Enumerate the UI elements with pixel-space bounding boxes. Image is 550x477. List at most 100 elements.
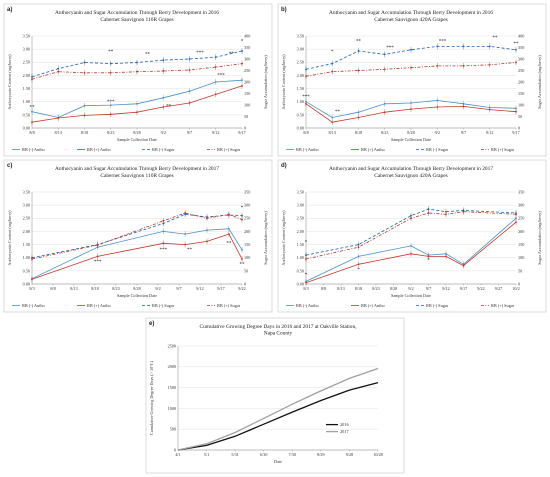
y-tick-label: 3.00 [297,203,304,208]
y-tick-label: 1.00 [297,99,304,104]
x-tick-label: 9/12 [196,286,203,291]
y-tick-label: 3.50 [297,33,304,38]
x-tick-label: 9/17 [512,130,519,135]
significance-marker: *** [217,74,225,79]
y-tick-label: 1.50 [297,242,304,247]
significance-marker: ** [145,53,151,58]
significance-marker: ** [30,105,36,110]
x-tick-label: 9/7 [187,130,192,135]
y2-tick-label: 0 [518,281,520,286]
y2-tick-label: 50 [244,114,248,119]
panel-b: b) Anthocyanin and Sugar Accumulation Thr… [277,3,547,157]
x-tick-label: 9/27 [495,286,502,291]
y2-axis-title: Sugar Accumulation (mg/berry) [263,55,268,109]
x-axis-title: Sample Collection Date [117,137,157,142]
series-line-1 [177,367,379,451]
y-tick-label: 0.50 [297,112,304,117]
x-tick-label: 9/28 [346,452,353,457]
panel-a: a) Anthocyanin and Sugar Accumulation Thr… [3,3,273,157]
y2-tick-label: 100 [518,255,524,260]
significance-marker: *** [94,260,102,265]
chart-subtitle: Cabernet Sauvignon 420A Grapes [374,17,448,23]
significance-marker: ** [335,110,341,115]
y-tick-label: 2.00 [297,73,304,78]
x-tick-label: 9/7 [461,130,466,135]
legend-label: RB (-) Sugar [152,147,175,152]
x-tick-label: 9/22 [477,286,484,291]
panel-d: d) Anthocyanin and Sugar Accumulation Thr… [277,159,547,313]
x-tick-label: 8/13 [55,130,62,135]
significance-marker: * [305,273,308,278]
x-tick-label: 4/1 [175,452,180,457]
legend-label: RB (+) Sugar [491,147,515,152]
significance-marker: * [241,206,244,211]
significance-marker: ** [356,40,362,45]
y-tick-label: 2.50 [297,216,304,221]
chart-title-line: Napa County [264,331,293,337]
x-tick-label: 8/28 [390,286,397,291]
y-tick-label: 0.00 [23,281,30,286]
x-tick-label: 8/23 [372,286,379,291]
y-tick-label: 2.00 [297,229,304,234]
x-tick-label: 9/22 [238,286,245,291]
y2-tick-label: 200 [244,229,250,234]
y-tick-label: 0.00 [297,125,304,130]
significance-marker: ** [240,263,246,268]
x-tick-label: 9/7 [176,286,181,291]
chart-title: Cumulative Growing Degree Days in 2016 a… [199,324,357,337]
y2-tick-label: 400 [244,33,250,38]
significance-marker: ** [166,104,172,109]
y2-tick-label: 100 [518,102,524,107]
y2-tick-label: 150 [244,91,250,96]
x-axis-title: Sample Collection Date [391,137,431,142]
x-tick-label: 8/23 [112,286,119,291]
y2-tick-label: 250 [518,68,524,73]
y2-tick-label: 150 [518,91,524,96]
chart-title: Anthocyanin and Sugar Accumulation Throu… [55,10,219,16]
y-tick-label: 3.00 [23,203,30,208]
legend-label: RB (-) Sugar [152,303,175,308]
y-tick-label: 0.50 [23,268,30,273]
panel-frame [3,159,273,313]
x-tick-label: 9/2 [161,130,166,135]
x-tick-label: 8/13 [337,286,344,291]
chart-title: Anthocyanin and Sugar Accumulation Throu… [329,166,493,172]
x-tick-label: 10/28 [373,452,383,457]
legend-label: RB (+) Antho [87,147,111,152]
y2-axis-title: Sugar Accumulation (mg/berry) [537,211,542,265]
x-tick-label: 8/3 [303,286,308,291]
y2-tick-label: 350 [518,45,524,50]
x-tick-label: 9/12 [486,130,493,135]
y-tick-label: 3.50 [23,189,30,194]
panel-letter: a) [7,7,12,13]
x-tick-label: 9/17 [460,286,467,291]
y-tick-label: 2.00 [23,229,30,234]
legend-label: RB (+) Sugar [491,303,515,308]
x-tick-label: 8/23 [381,130,388,135]
x-tick-label: 8/18 [355,130,362,135]
significance-marker: *** [160,248,168,253]
y-tick-label: 1.50 [297,86,304,91]
significance-marker: *** [107,100,115,105]
y-tick-label: 1000 [168,406,176,411]
y-tick-label: 0.00 [297,281,304,286]
x-tick-label: 9/2 [408,286,413,291]
y2-axis-title: Sugar Accumulation (mg/berry) [537,55,542,109]
panel-letter: e) [149,321,154,327]
y2-tick-label: 0 [244,281,246,286]
panel-letter: d) [281,163,287,169]
legend-label: 2016 [340,422,349,427]
significance-marker: ** [226,242,232,247]
y2-tick-label: 350 [244,45,250,50]
chart-title-line: Cumulative Growing Degree Days in 2016 a… [199,324,357,330]
significance-marker: * [427,259,430,264]
significance-marker: ** [229,52,235,57]
legend-label: RB (-) Antho [296,147,319,152]
x-axis-title: Sample Collection Date [391,293,431,298]
y2-tick-label: 200 [518,229,524,234]
y2-tick-label: 250 [518,216,524,221]
y-tick-label: 2500 [168,343,176,348]
x-tick-label: 8/18 [355,286,362,291]
x-tick-label: 9/17 [217,286,224,291]
significance-marker: * [241,40,244,45]
